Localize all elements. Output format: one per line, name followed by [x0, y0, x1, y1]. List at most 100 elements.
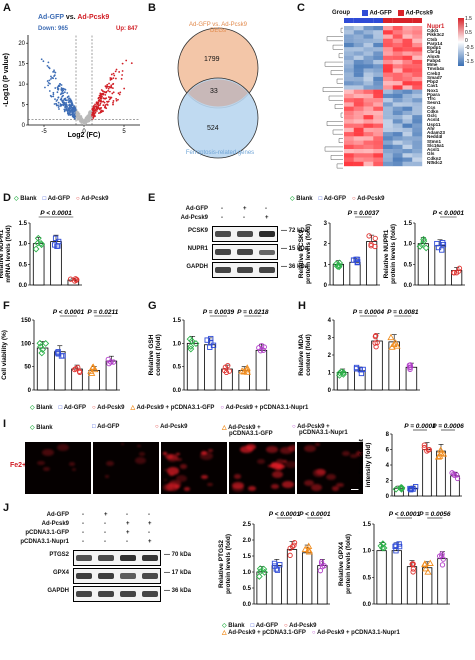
- scale-tick-label: -0.5: [465, 44, 474, 51]
- chart-y-label-line: protein levels (fold): [225, 534, 232, 594]
- volcano-point: [66, 96, 69, 99]
- data-point-blank: [379, 544, 386, 552]
- p-value-label: P = 0.0081: [387, 309, 419, 316]
- chart-y-tick-label: 0: [386, 494, 390, 500]
- wb-row-label: Ad-Pcsk9: [41, 521, 69, 527]
- heatmap-cell: [373, 59, 384, 65]
- data-point-pcsk9: [372, 340, 378, 346]
- data-point-pcsk9-gfp: [439, 450, 448, 457]
- fe-signal-blob: [201, 475, 208, 480]
- heatmap-cell: [353, 47, 364, 52]
- chart-y-tick-label: 0.0: [404, 283, 413, 289]
- heatmap-cell: [412, 47, 423, 52]
- heatmap-cell: [344, 153, 354, 158]
- heatmap-group-label: Group: [332, 10, 350, 16]
- heatmap-cell: [363, 144, 374, 150]
- volcano-point: [49, 82, 51, 85]
- data-point-pcsk9: [410, 569, 416, 575]
- venn-count-top: 1799: [204, 56, 220, 63]
- bar-blank: [36, 347, 49, 391]
- wb-band: [142, 554, 158, 562]
- volcano-title: Ad-GFP vs. Ad-Pcsk9: [38, 14, 109, 21]
- data-point-pcsk9-nupr1: [105, 356, 111, 363]
- legend-swatch-gfp: [362, 10, 368, 16]
- volcano-point: [76, 115, 78, 118]
- gene-label: Nt5dc2: [427, 159, 443, 165]
- scale-tick-label: 1: [465, 23, 468, 30]
- fe-signal-blob: [69, 462, 76, 466]
- heatmap-cell: [392, 144, 403, 150]
- volcano-point: [108, 90, 111, 93]
- legend-symbol-blank: ◇: [222, 623, 229, 629]
- legend-label: Blank: [36, 425, 53, 431]
- panel-letter-f: F: [3, 300, 10, 312]
- legend-symbol-pcsk9-nupr1: ○: [292, 424, 298, 430]
- heatmap-cell: [412, 144, 423, 150]
- data-point-blank: [42, 340, 50, 347]
- volcano-point: [95, 101, 98, 104]
- heatmap-cell: [363, 51, 374, 56]
- heatmap-cell: [383, 161, 393, 167]
- volcano-point: [107, 89, 109, 92]
- data-point-pcsk9-gfp: [91, 365, 99, 373]
- bar-pcsk9: [422, 449, 432, 497]
- volcano-point: [99, 92, 102, 95]
- chart-y-label-line: intensity (fold): [365, 443, 372, 488]
- legend-sublabel: pCDNA3.1-Nupr1: [299, 430, 348, 436]
- wb-sign: -: [265, 206, 267, 212]
- fe-signal-blob: [105, 461, 114, 466]
- data-point-blank: [187, 343, 195, 350]
- gene-label: Cdo1: [427, 28, 439, 34]
- heatmap-cell: [412, 132, 423, 137]
- legend-swatch-pcsk9: [398, 10, 404, 16]
- legend-item-blank: ◇ Blank: [30, 424, 53, 431]
- volcano-point: [63, 91, 66, 94]
- wb-band: [120, 591, 136, 597]
- heatmap-cell: [392, 140, 403, 145]
- volcano-point: [100, 99, 102, 102]
- western-blot-e: Ad-GFP - + - Ad-Pcsk9 - - + PCSK9 — 72 kDa NUPR1 — …: [160, 206, 308, 286]
- volcano-point: [97, 97, 100, 100]
- volcano-point: [85, 120, 88, 122]
- heatmap-cell: [373, 140, 384, 145]
- volcano-point: [60, 104, 63, 107]
- data-point-pcsk9-gfp: [387, 333, 395, 341]
- data-point-pcsk9-gfp: [393, 342, 401, 349]
- heatmap-cell: [412, 34, 423, 39]
- bar-gfp: [204, 344, 216, 391]
- volcano-point: [88, 114, 91, 116]
- volcano-point: [63, 98, 66, 100]
- chart-y-tick-label: 0: [28, 388, 32, 394]
- volcano-point: [72, 114, 74, 117]
- gene-label: Cdkn: [427, 108, 439, 114]
- heatmap-cell: [412, 161, 423, 167]
- legend-label: Ad-Pcsk9 +: [297, 424, 330, 430]
- wb-blot-frame: [73, 568, 161, 584]
- heatmap-cell: [344, 81, 354, 86]
- data-point-pcsk9-nupr1: [256, 345, 262, 351]
- heatmap-cell: [412, 106, 423, 112]
- heatmap-cell: [402, 72, 413, 78]
- volcano-point: [97, 104, 100, 107]
- heatmap-cell: [363, 157, 374, 162]
- heatmap-cell: [344, 144, 354, 150]
- volcano-point: [99, 102, 102, 105]
- volcano-point: [108, 82, 110, 85]
- wb-sign: +: [148, 539, 152, 545]
- panel-letter-i: I: [3, 418, 7, 430]
- wb-sign: -: [148, 512, 150, 518]
- heatmap-cell: [353, 81, 364, 86]
- legend-label: Ad-Pcsk9: [289, 623, 317, 629]
- heatmap-cell: [392, 72, 403, 78]
- heatmap-cell: [353, 144, 364, 150]
- wb-kda-label: — 36 kDa: [164, 588, 192, 594]
- data-point-gfp: [353, 256, 359, 262]
- gene-label: Acsl1: [427, 147, 440, 153]
- heatmap-cell: [412, 127, 423, 133]
- heatmap-cell: [392, 64, 403, 69]
- volcano-point: [102, 104, 105, 107]
- volcano-point: [117, 92, 120, 95]
- data-point-gfp: [408, 486, 415, 492]
- volcano-point: [100, 89, 103, 91]
- fe-signal-blob: [288, 445, 295, 452]
